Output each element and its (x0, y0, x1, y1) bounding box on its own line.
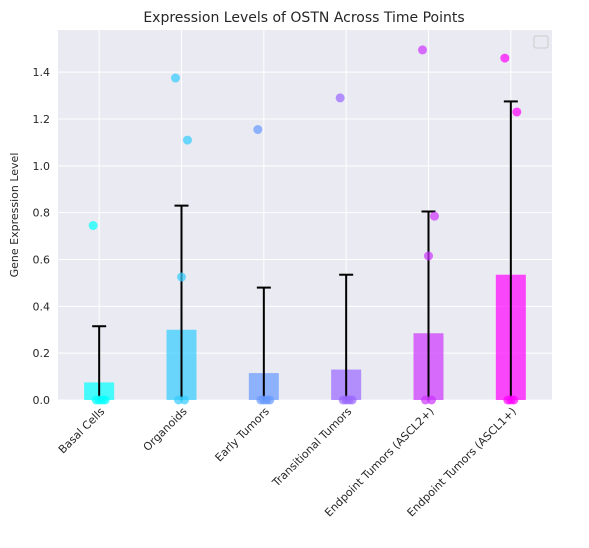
point-4-1 (430, 211, 439, 221)
point-5-1 (512, 107, 522, 117)
point-3-4 (344, 395, 354, 405)
y-tick-label-0: 0.0 (33, 394, 51, 407)
point-4-2 (424, 251, 433, 261)
point-1-2 (177, 272, 186, 282)
x-tick-label-1: Organoids (141, 405, 190, 454)
x-tick-label-2: Early Tumors (213, 405, 273, 465)
point-1-0 (171, 73, 180, 83)
plot-background (58, 30, 552, 400)
y-tick-label-2: 0.4 (33, 300, 51, 313)
chart-title: Expression Levels of OSTN Across Time Po… (143, 10, 464, 26)
y-ticks: 0.0 0.2 0.4 0.6 0.8 1.0 1.2 1.4 (33, 66, 51, 407)
point-2-4 (262, 395, 272, 405)
y-tick-label-6: 1.2 (33, 113, 51, 126)
point-4-4 (427, 395, 436, 405)
point-0-0 (88, 221, 98, 231)
point-2-0 (253, 125, 263, 135)
y-tick-label-3: 0.6 (33, 253, 51, 266)
x-ticks: Basal Cells Organoids Early TumorsTransiti… (56, 405, 519, 520)
point-3-0 (335, 93, 345, 103)
x-tick-label-3: Transitional Tumors (269, 405, 354, 490)
error-bars-group (92, 100, 518, 400)
point-4-0 (418, 45, 427, 55)
y-tick-label-4: 0.8 (33, 207, 51, 220)
point-1-1 (183, 135, 192, 145)
point-0-4 (97, 395, 107, 405)
y-tick-label-5: 1.0 (33, 160, 51, 173)
point-5-4 (509, 395, 519, 405)
x-tick-label-0: Basal Cells (56, 405, 108, 457)
y-axis-label: Gene Expression Level (8, 153, 21, 278)
y-tick-label-7: 1.4 (33, 66, 51, 79)
legend-box (533, 35, 549, 49)
y-tick-label-1: 0.2 (33, 347, 51, 360)
point-5-0 (500, 53, 510, 63)
points-group (88, 45, 522, 405)
point-1-4 (180, 395, 189, 405)
